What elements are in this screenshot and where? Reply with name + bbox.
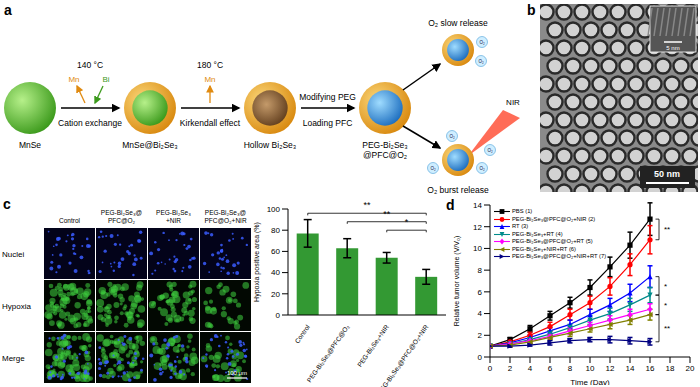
svg-text:O₂: O₂: [487, 148, 493, 153]
svg-text:O₂ slow release: O₂ slow release: [428, 18, 488, 28]
html-text:PBS (1): PBS (1): [512, 208, 533, 214]
svg-text:PEG-Bi₂Se₃@: PEG-Bi₂Se₃@: [101, 209, 143, 216]
svg-text:140 °C: 140 °C: [77, 60, 103, 70]
svg-text:O₂: O₂: [430, 166, 436, 171]
svg-text:NIR: NIR: [506, 98, 520, 107]
svg-text:50 nm: 50 nm: [654, 169, 680, 179]
svg-text:20: 20: [271, 290, 280, 299]
svg-text:Modifying PEG: Modifying PEG: [299, 92, 356, 102]
svg-text:MnSe: MnSe: [19, 140, 41, 150]
svg-text:Hollow Bi₂Se₃: Hollow Bi₂Se₃: [244, 140, 297, 150]
svg-text:100: 100: [267, 205, 281, 214]
svg-text:+NIR: +NIR: [166, 217, 181, 224]
html-text:PEG-Bi₂Se₃@PFC@O₂+NIR+RT (7): PEG-Bi₂Se₃@PFC@O₂+NIR+RT (7): [512, 253, 607, 259]
svg-text:Control: Control: [59, 217, 81, 224]
svg-text:60: 60: [271, 247, 280, 256]
svg-text:Kirkendall effect: Kirkendall effect: [180, 118, 241, 128]
svg-text:O₂: O₂: [478, 59, 484, 64]
svg-text:Loading PFC: Loading PFC: [303, 118, 353, 128]
svg-text:PFC@O₂+NIR: PFC@O₂+NIR: [204, 217, 246, 224]
svg-text:**: **: [664, 324, 670, 333]
svg-text:PEG-Bi₂Se₃: PEG-Bi₂Se₃: [362, 140, 408, 150]
svg-text:Mn: Mn: [204, 75, 215, 84]
svg-text:20: 20: [686, 364, 692, 373]
svg-text:Time (Day): Time (Day): [570, 378, 610, 385]
svg-text:O₂: O₂: [479, 166, 485, 171]
svg-text:*: *: [664, 301, 667, 310]
svg-text:Mn: Mn: [68, 75, 79, 84]
svg-text:Bi: Bi: [102, 75, 109, 84]
svg-text:80: 80: [271, 226, 280, 235]
svg-text:PEG-Bi₂Se₃+NIR: PEG-Bi₂Se₃+NIR: [356, 323, 390, 368]
svg-text:c: c: [8, 197, 11, 212]
svg-text:a: a: [8, 2, 12, 18]
svg-text:2: 2: [508, 364, 513, 373]
svg-text:2: 2: [478, 331, 483, 340]
svg-text:180 °C: 180 °C: [197, 60, 223, 70]
svg-text:PEG-Bi₂Se₃@PFC@O₂+NIR: PEG-Bi₂Se₃@PFC@O₂+NIR: [376, 323, 430, 387]
svg-text:**: **: [664, 225, 670, 234]
svg-text:**: **: [383, 209, 391, 219]
svg-text:100 μm: 100 μm: [227, 370, 247, 376]
svg-text:Hypoxia positive area (%): Hypoxia positive area (%): [253, 222, 261, 302]
svg-text:4: 4: [478, 309, 483, 318]
svg-text:O₂ burst release: O₂ burst release: [427, 185, 489, 195]
svg-text:6: 6: [478, 288, 483, 297]
svg-text:Nuclei: Nuclei: [8, 250, 24, 259]
svg-text:MnSe@Bi₂Se₃: MnSe@Bi₂Se₃: [122, 140, 178, 150]
html-text:PEG-Bi₂Se₃@PFC@O₂+NIR (2): PEG-Bi₂Se₃@PFC@O₂+NIR (2): [512, 215, 596, 222]
svg-text:PFC@O₂: PFC@O₂: [108, 217, 136, 224]
html-text:PEG-Bi₂Se₃+RT (4): PEG-Bi₂Se₃+RT (4): [512, 230, 563, 237]
svg-text:12: 12: [606, 364, 615, 373]
svg-text:Hypoxia: Hypoxia: [8, 302, 31, 311]
svg-text:6: 6: [548, 364, 553, 373]
svg-text:PEG-Bi₂Se₃@: PEG-Bi₂Se₃@: [205, 209, 247, 216]
svg-text:14: 14: [626, 364, 635, 373]
svg-text:40: 40: [271, 268, 280, 277]
svg-text:8: 8: [568, 364, 573, 373]
svg-text:14: 14: [473, 201, 482, 210]
svg-text:*: *: [405, 217, 409, 227]
svg-text:*: *: [664, 282, 667, 291]
svg-text:0: 0: [488, 364, 493, 373]
svg-text:5 nm: 5 nm: [666, 45, 679, 51]
svg-text:0: 0: [478, 353, 483, 362]
svg-text:10: 10: [473, 244, 482, 253]
svg-text:**: **: [363, 200, 371, 210]
svg-text:8: 8: [478, 266, 483, 275]
svg-text:0: 0: [276, 311, 281, 320]
svg-text:Merge: Merge: [8, 354, 25, 363]
html-text:d: d: [446, 197, 455, 213]
svg-text:Control: Control: [293, 323, 311, 345]
svg-text:@PFC@O₂: @PFC@O₂: [363, 150, 407, 160]
svg-text:O₂: O₂: [479, 40, 485, 45]
svg-text:Relative tumor volume (V/V₀): Relative tumor volume (V/V₀): [453, 236, 461, 326]
svg-text:Cation exchange: Cation exchange: [58, 118, 122, 128]
svg-text:12: 12: [473, 223, 482, 232]
svg-text:PEG-Bi₂Se₃: PEG-Bi₂Se₃: [156, 209, 191, 216]
html-text:PEG-Bi₂Se₃+NIR+RT (6): PEG-Bi₂Se₃+NIR+RT (6): [512, 245, 576, 252]
svg-text:PEG-Bi₂Se₃@PFC@O₂: PEG-Bi₂Se₃@PFC@O₂: [305, 323, 350, 384]
svg-text:O₂: O₂: [449, 134, 455, 139]
html-text:PEG-Bi₂Se₃@PFC@O₂+RT (5): PEG-Bi₂Se₃@PFC@O₂+RT (5): [512, 238, 593, 244]
svg-text:10: 10: [586, 364, 595, 373]
svg-text:4: 4: [528, 364, 533, 373]
svg-text:16: 16: [646, 364, 655, 373]
svg-text:18: 18: [666, 364, 675, 373]
svg-text:b: b: [527, 2, 536, 18]
html-text:RT (3): RT (3): [512, 223, 529, 229]
